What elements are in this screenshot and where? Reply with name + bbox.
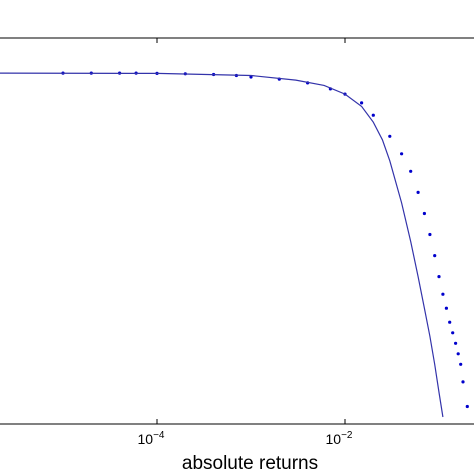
data-point [433, 254, 437, 258]
data-point [444, 306, 448, 310]
data-point [428, 232, 432, 237]
x-tick-label: 10−4 [138, 430, 165, 447]
series-layer [0, 71, 469, 418]
data-point [388, 134, 392, 138]
x-tick-layer: 10−4 10−2 [138, 38, 353, 447]
data-point [371, 113, 375, 117]
data-point [456, 352, 460, 356]
data-point [437, 275, 441, 279]
data-point [459, 362, 463, 366]
data-point [465, 404, 469, 409]
data-point [416, 190, 420, 194]
data-point [461, 380, 465, 384]
data-point [360, 101, 364, 105]
axes-frame [0, 37, 474, 425]
data-point [441, 292, 445, 296]
data-point [448, 320, 452, 324]
x-axis-label: absolute returns [182, 453, 318, 474]
data-point [451, 331, 455, 335]
x-tick-label: 10−2 [326, 430, 353, 447]
data-point [454, 341, 458, 345]
data-point [400, 152, 404, 156]
data-point [249, 75, 253, 79]
data-point [409, 169, 413, 173]
data-point [422, 211, 426, 216]
fit-line [0, 72, 444, 418]
